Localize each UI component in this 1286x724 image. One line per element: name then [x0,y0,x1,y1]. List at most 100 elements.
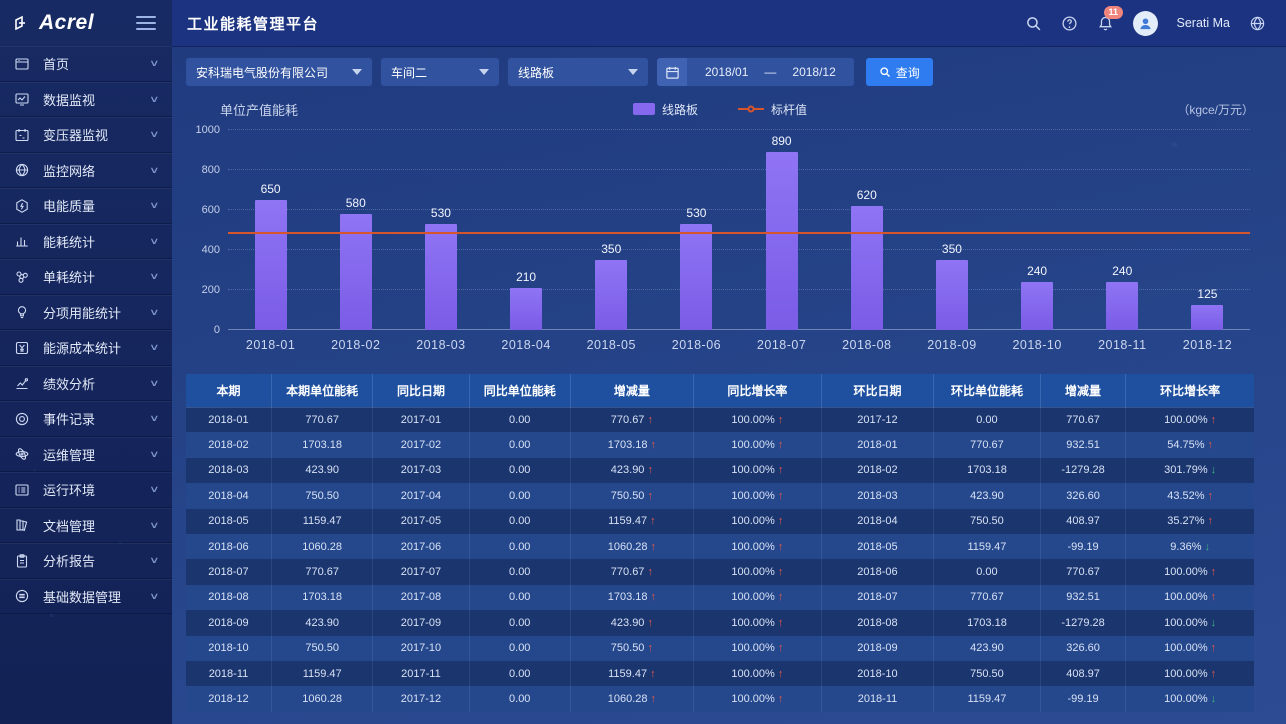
table-header-row: 本期 本期单位能耗 同比日期 同比单位能耗 增减量 同比增长率 环比日期 环比单位能耗 增减量环… [186,374,1254,408]
sidebar-item-monitor-network[interactable]: 监控网络 ∨ [0,152,172,188]
table-row[interactable]: 2018-04 750.50 2017-04 0.00 750.50 ↑ 100.00% ↑ 2… [186,483,1254,509]
table-cell: 2017-10 [372,635,470,661]
bar-2018-04[interactable]: 210 [510,270,543,330]
table-cell: 2018-12 [186,686,272,712]
table-cell: 35.27% ↑ [1125,508,1254,534]
device-select[interactable]: 线路板 [508,58,648,86]
energy-chart: 单位产值能耗 线路板 标杆值 （kgce/万元） 0 200 400 600 800 10… [186,98,1254,360]
comparison-table: 本期 本期单位能耗 同比日期 同比单位能耗 增减量 同比增长率 环比日期 环比单位能耗 增减量环… [186,374,1254,712]
arrow-up-icon: ↑ [1210,591,1217,604]
legend-item-benchmark[interactable]: 标杆值 [738,101,807,118]
bar-2018-07[interactable]: 890 [765,134,798,330]
bar-2018-08[interactable]: 620 [850,188,883,330]
table-cell: 770.67 [1040,407,1127,433]
legend-item-bar-series[interactable]: 线路板 [632,101,698,118]
avatar[interactable] [1132,10,1158,36]
sidebar-item-label: 分项用能统计 [43,305,122,321]
bar-2018-09[interactable]: 350 [935,242,968,330]
chevron-down-icon: ∨ [149,58,160,69]
main-area: 工业能耗管理平台 11 Serati Ma [172,0,1286,724]
bar-2018-03[interactable]: 530 [424,206,457,330]
menu-toggle-icon[interactable] [136,16,156,30]
sidebar-item-analysis-report[interactable]: 分析报告 ∨ [0,543,172,579]
sidebar-item-energy-stats[interactable]: 能耗统计 ∨ [0,223,172,259]
transformer-monitor-icon [14,127,32,143]
bar-2018-05[interactable]: 350 [595,242,628,330]
energy-cost-icon [14,340,32,356]
search-icon[interactable] [1025,15,1042,32]
power-quality-icon [14,198,32,214]
table-cell: 2018-03 [186,457,272,484]
table-cell: 1060.28 ↑ [570,686,694,712]
bar-series-label: 线路板 [661,102,698,117]
workshop-select[interactable]: 车间二 [381,58,499,86]
table-cell: 100.00% ↑ [1125,559,1254,585]
table-cell: 2017-05 [372,508,470,534]
table-cell: 0.00 [469,635,571,661]
table-header-cell: 环比增长率 [1125,374,1254,408]
date-range-picker[interactable]: 2018/01 — 2018/12 [687,58,854,86]
runtime-env-icon [14,482,32,498]
calendar-icon[interactable] [657,58,687,86]
bar-2018-10[interactable]: 240 [1021,264,1054,330]
table-row[interactable]: 2018-11 1159.47 2017-11 0.00 1159.47 ↑ 100.00%… [186,660,1254,687]
benchmark-label: 标杆值 [771,102,808,117]
y-axis-tick: 600 [201,204,220,216]
date-start[interactable]: 2018/01 [705,65,749,79]
dropdown-caret-icon [628,69,638,75]
bar-value-label: 210 [516,270,537,284]
table-row[interactable]: 2018-09 423.90 2017-09 0.00 423.90 ↑ 100.00% ↑ 2… [186,610,1254,636]
table-cell: 423.90 ↑ [570,457,694,484]
bar-2018-12[interactable]: 125 [1191,287,1224,330]
table-row[interactable]: 2018-02 1703.18 2017-02 0.00 1703.18 ↑ 100.00%… [186,432,1254,458]
sidebar-item-document-management[interactable]: 文档管理 ∨ [0,507,172,543]
table-row[interactable]: 2018-03 423.90 2017-03 0.00 423.90 ↑ 100.00% ↑ 2… [186,457,1254,484]
query-button[interactable]: 查询 [865,58,933,86]
language-globe-icon[interactable] [1249,15,1266,32]
sidebar-item-event-log[interactable]: 事件记录 ∨ [0,401,172,437]
table-cell: -1279.28 [1040,610,1127,636]
sidebar-item-data-monitor[interactable]: 数据监视 ∨ [0,81,172,117]
bar-2018-06[interactable]: 530 [680,206,713,330]
chevron-down-icon: ∨ [149,377,160,388]
x-axis-label: 2018-04 [501,338,551,352]
table-row[interactable]: 2018-07 770.67 2017-07 0.00 770.67 ↑ 100.00% ↑ 2… [186,559,1254,585]
company-select[interactable]: 安科瑞电气股份有限公司 [186,58,372,86]
ops-management-icon [14,446,32,462]
sidebar-item-power-quality[interactable]: 电能质量 ∨ [0,188,172,224]
table-row[interactable]: 2018-06 1060.28 2017-06 0.00 1060.28 ↑ 100.00%… [186,533,1254,560]
dropdown-caret-icon [352,69,362,75]
table-cell: 2018-06 [821,559,935,585]
table-header-cell: 同比增长率 [693,374,822,408]
table-cell: 0.00 [469,559,571,585]
bar-2018-11[interactable]: 240 [1106,264,1139,330]
table-row[interactable]: 2018-05 1159.47 2017-05 0.00 1159.47 ↑ 100.00%… [186,508,1254,534]
date-end[interactable]: 2018/12 [792,65,836,79]
sidebar-item-home[interactable]: 首页 ∨ [0,46,172,82]
notifications-bell-icon[interactable]: 11 [1097,5,1124,32]
sidebar-item-base-data[interactable]: 基础数据管理 ∨ [0,578,172,614]
table-row[interactable]: 2018-08 1703.18 2017-08 0.00 1703.18 ↑ 100.00%… [186,584,1254,611]
table-header-cell: 本期 [186,374,272,408]
table-row[interactable]: 2018-10 750.50 2017-10 0.00 750.50 ↑ 100.00% ↑ 2… [186,635,1254,661]
arrow-up-icon: ↑ [650,591,656,604]
table-row[interactable]: 2018-12 1060.28 2017-12 0.00 1060.28 ↑ 100.00%… [186,686,1254,712]
arrow-up-icon: ↑ [777,439,784,452]
table-cell: 100.00% ↑ [693,483,822,509]
x-axis-label: 2018-12 [1182,338,1233,352]
username[interactable]: Serati Ma [1176,16,1231,30]
sidebar-item-unit-consumption[interactable]: 单耗统计 ∨ [0,259,172,295]
table-cell: 100.00% ↑ [693,610,822,636]
table-cell: 2018-01 [186,407,272,433]
help-icon[interactable] [1061,15,1078,32]
bar-2018-01[interactable]: 650 [254,182,287,330]
sidebar-item-energy-cost[interactable]: 能源成本统计 ∨ [0,330,172,366]
brand-logo[interactable]: Acrel [14,11,94,35]
sidebar-item-performance-analysis[interactable]: 绩效分析 ∨ [0,365,172,401]
table-row[interactable]: 2018-01 770.67 2017-01 0.00 770.67 ↑ 100.00% ↑ 2… [186,407,1254,433]
table-cell: 2017-04 [372,483,470,509]
sidebar-item-runtime-env[interactable]: 运行环境 ∨ [0,472,172,508]
sidebar-item-ops-management[interactable]: 运维管理 ∨ [0,436,172,472]
sidebar-item-subentry-energy[interactable]: 分项用能统计 ∨ [0,294,172,330]
sidebar-item-transformer-monitor[interactable]: 变压器监视 ∨ [0,117,172,153]
